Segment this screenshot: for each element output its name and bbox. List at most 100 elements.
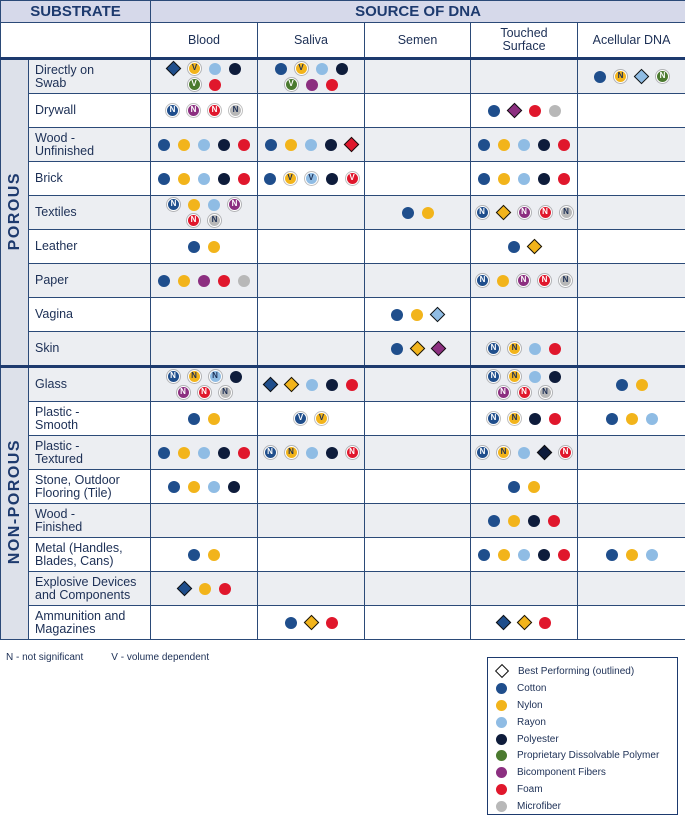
marker-letter: N <box>511 371 518 381</box>
table-cell <box>470 469 578 504</box>
swab-marker <box>539 616 551 629</box>
column-header: Semen <box>364 22 471 60</box>
marker-letter: N <box>211 105 218 115</box>
marker-line <box>471 102 577 119</box>
table-row: Vagina <box>1 297 685 332</box>
swab-marker <box>228 480 240 493</box>
swab-marker: N <box>208 214 221 228</box>
table-cell <box>364 229 471 264</box>
marker-letter: N <box>659 71 666 81</box>
swab-marker: N <box>476 274 489 288</box>
table-cell <box>576 503 685 538</box>
legend-swatch <box>496 767 507 779</box>
swab-marker <box>508 480 520 493</box>
marker-letter: N <box>562 275 569 285</box>
swab-marker: N <box>538 206 552 220</box>
swab-marker <box>335 62 348 75</box>
table-cell <box>364 195 471 230</box>
swab-marker <box>324 138 337 151</box>
legend-swatch <box>496 801 507 813</box>
marker-letter: V <box>349 173 355 183</box>
swab-marker: N <box>656 70 670 84</box>
swab-marker <box>218 274 230 287</box>
substrate-label: Drywall <box>28 93 151 128</box>
table-cell <box>364 127 471 162</box>
swab-marker <box>325 446 338 459</box>
swab-marker <box>529 370 541 383</box>
substrate-label: Leather <box>28 229 151 264</box>
column-header: Blood <box>150 22 258 60</box>
marker-letter: N <box>232 105 239 115</box>
blank-header <box>0 22 151 60</box>
table-cell <box>576 161 685 196</box>
marker-line: V <box>258 61 364 76</box>
note: N - not significant <box>6 652 84 663</box>
swab-marker: V <box>188 62 201 76</box>
table-cell <box>364 58 471 94</box>
table-cell <box>257 331 365 367</box>
marker-letter: N <box>490 343 497 353</box>
swab-marker <box>158 138 170 151</box>
marker-letter: N <box>180 387 186 397</box>
table-cell <box>576 365 685 402</box>
table-cell <box>470 161 578 196</box>
swab-marker: N <box>166 370 180 384</box>
swab-marker <box>158 446 170 459</box>
marker-line <box>151 479 257 494</box>
swab-marker <box>390 342 403 355</box>
swab-marker <box>346 378 358 391</box>
swab-marker: V <box>284 78 298 92</box>
swab-marker <box>391 308 403 321</box>
swab-marker <box>284 138 297 151</box>
swab-marker: N <box>476 446 489 460</box>
table-cell <box>576 229 685 264</box>
table-row: Metal (Handles, Blades, Cans) <box>1 537 685 572</box>
table-cell <box>576 127 685 162</box>
best-marker <box>429 306 446 323</box>
marker-line <box>578 411 685 426</box>
table-row: Drywall N N N N <box>1 93 685 128</box>
legend-item: Best Performing (outlined) <box>494 663 677 680</box>
swab-marker <box>625 412 638 425</box>
table-row: Plastic - Textured N N N N N N <box>1 435 685 470</box>
swab-marker: N <box>284 446 298 460</box>
marker-line: V <box>151 77 257 92</box>
marker-line <box>258 136 364 153</box>
group-cell: NON-POROUS <box>0 365 29 640</box>
swab-marker: N <box>487 370 500 384</box>
swab-marker <box>528 480 540 493</box>
swab-marker <box>478 172 490 185</box>
substrate-label: Metal (Handles, Blades, Cans) <box>28 537 151 572</box>
marker-line <box>151 137 257 152</box>
marker-letter: N <box>490 413 497 423</box>
table-cell <box>364 365 471 402</box>
marker-letter: N <box>563 207 569 217</box>
marker-letter: N <box>190 105 197 115</box>
best-marker <box>526 238 542 255</box>
best-marker <box>409 340 425 357</box>
table-cell <box>257 537 365 572</box>
swab-marker <box>168 480 180 493</box>
swab-marker <box>208 548 220 561</box>
marker-letter: N <box>521 207 527 217</box>
swab-marker: V <box>283 172 297 186</box>
swab-marker: N <box>187 214 200 228</box>
table-cell <box>257 605 365 640</box>
table-cell <box>257 297 365 332</box>
swab-marker <box>411 308 423 321</box>
marker-line: V <box>151 60 257 77</box>
legend-label: Cotton <box>517 682 547 694</box>
swab-marker <box>605 548 618 561</box>
source-header: SOURCE OF DNA <box>149 0 685 23</box>
marker-letter: N <box>520 275 527 285</box>
